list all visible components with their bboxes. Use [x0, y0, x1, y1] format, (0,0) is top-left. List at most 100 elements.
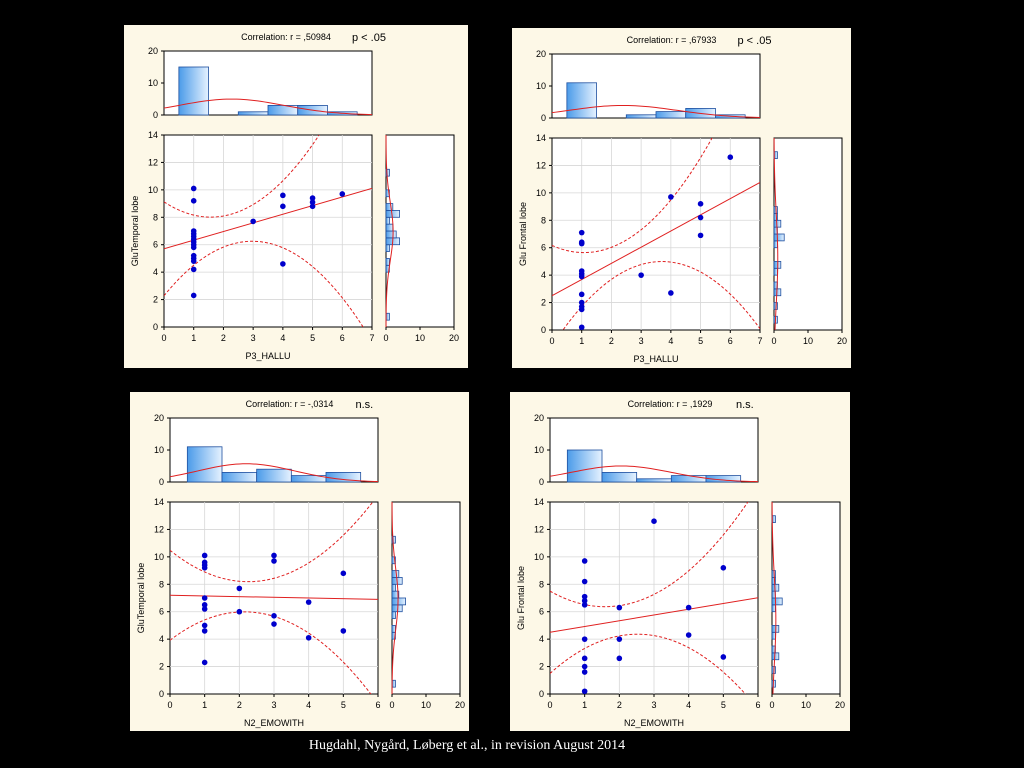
data-point: [280, 261, 286, 267]
right-histogram-bar: [391, 570, 400, 578]
right-histogram-bar: [385, 210, 401, 218]
y-tick-label: 8: [159, 579, 164, 589]
data-point: [339, 191, 346, 197]
y-tick-label: 2: [153, 295, 158, 305]
x-tick-label: 0: [167, 700, 172, 710]
top-hist-tick-label: 10: [534, 445, 544, 455]
top-histogram-bar: [636, 478, 672, 483]
x-tick-label: 6: [755, 700, 760, 710]
top-hist-tick-label: 0: [541, 113, 546, 123]
regression-line: [550, 597, 758, 633]
top-histogram-bar: [566, 82, 597, 119]
data-point: [236, 608, 243, 615]
right-histogram-bar: [385, 223, 394, 232]
y-tick-label: 10: [536, 188, 546, 198]
x-tick-label: 2: [221, 333, 226, 343]
data-point: [578, 273, 585, 280]
x-tick-label: 4: [686, 700, 691, 710]
x-tick-label: 4: [306, 700, 311, 710]
right-histogram-bar: [771, 631, 776, 640]
y-tick-label: 14: [536, 133, 546, 143]
right-hist-normal-curve: [385, 134, 394, 328]
right-hist-tick-label: 10: [415, 333, 425, 343]
x-tick-label: 1: [202, 700, 207, 710]
right-histogram-bar: [771, 597, 783, 606]
right-histogram-bar: [391, 604, 403, 613]
chart-panel-4: Correlation: r = ,1929 n.s. 0 10 20 0 2 4 6 8 10 12…: [510, 392, 850, 731]
x-tick-label: 2: [609, 336, 614, 346]
data-point: [581, 558, 588, 564]
data-point: [305, 634, 312, 641]
top-histogram-bar: [670, 475, 707, 483]
data-point: [201, 602, 208, 608]
y-axis-label: GluTemporal lobe: [136, 563, 146, 634]
y-tick-label: 10: [148, 185, 158, 195]
top-hist-tick-label: 0: [159, 477, 164, 487]
right-hist-tick-label: 0: [769, 700, 774, 710]
regression-line: [552, 181, 760, 297]
top-histogram-bar: [625, 114, 657, 119]
data-point: [190, 198, 197, 204]
x-tick-label: 3: [651, 700, 656, 710]
right-histogram-bar: [391, 583, 396, 592]
y-tick-label: 14: [534, 497, 544, 507]
right-hist-tick-label: 0: [771, 336, 776, 346]
right-hist-tick-label: 10: [801, 700, 811, 710]
data-point: [720, 565, 727, 571]
confidence-band-upper: [164, 135, 320, 218]
right-histogram-bar: [391, 625, 396, 633]
data-point: [190, 292, 197, 299]
y-tick-label: 0: [159, 689, 164, 699]
data-point: [581, 593, 588, 600]
y-tick-label: 4: [541, 270, 546, 280]
chart-panel-1: Correlation: r = ,50984 p < .05 0 10 20 0 2 4 6 8…: [124, 25, 468, 368]
x-axis-label: P3_HALLU: [633, 354, 678, 364]
data-point: [581, 578, 588, 585]
y-axis-label: Glu Frontal lobe: [516, 566, 526, 630]
data-point: [638, 272, 644, 278]
data-point: [697, 232, 704, 239]
top-hist-normal-curve: [169, 463, 379, 483]
data-point: [581, 688, 588, 695]
data-point: [581, 597, 588, 604]
y-tick-label: 12: [536, 160, 546, 170]
x-tick-label: 4: [280, 333, 285, 343]
chart-panel-3: Correlation: r = -,0314 n.s. 0 10 20 0 2 4 6 8 10 1…: [130, 392, 469, 731]
data-point: [201, 659, 208, 666]
right-histogram-bar: [391, 556, 396, 565]
data-point: [201, 606, 208, 612]
data-point: [685, 632, 692, 638]
chart-svg: Correlation: r = -,0314 n.s.0102002468101…: [136, 399, 465, 728]
top-histogram-bar: [237, 111, 269, 116]
chart-title: Correlation: r = -,0314: [246, 399, 334, 409]
y-tick-label: 2: [159, 662, 164, 672]
data-point: [340, 570, 347, 577]
data-point: [581, 655, 588, 662]
chart-svg: Correlation: r = ,50984 p < .050102002468…: [130, 32, 459, 361]
top-histogram-bar: [601, 472, 638, 483]
data-point: [581, 636, 588, 642]
confidence-band-upper: [170, 502, 374, 583]
data-point: [616, 604, 623, 611]
top-hist-tick-label: 10: [148, 78, 158, 88]
chart-panel-2: Correlation: r = ,67933 p < .05 0 10 20 0 2 4 6 8…: [512, 28, 851, 368]
data-point: [616, 636, 623, 642]
data-point: [720, 654, 727, 660]
x-tick-label: 3: [639, 336, 644, 346]
data-point: [581, 669, 588, 675]
data-point: [578, 229, 585, 236]
y-tick-label: 6: [153, 240, 158, 250]
data-point: [578, 291, 585, 298]
top-histogram-bar: [186, 446, 223, 483]
fit-group: [164, 135, 372, 327]
y-tick-label: 0: [539, 689, 544, 699]
regression-line: [164, 187, 372, 250]
top-hist-tick-label: 20: [154, 413, 164, 423]
right-histogram-bar: [391, 597, 407, 606]
y-tick-label: 8: [541, 215, 546, 225]
top-hist-normal-curve: [163, 98, 373, 116]
x-tick-label: 6: [375, 700, 380, 710]
data-point: [581, 663, 588, 670]
y-tick-label: 12: [148, 157, 158, 167]
y-tick-label: 12: [534, 524, 544, 534]
